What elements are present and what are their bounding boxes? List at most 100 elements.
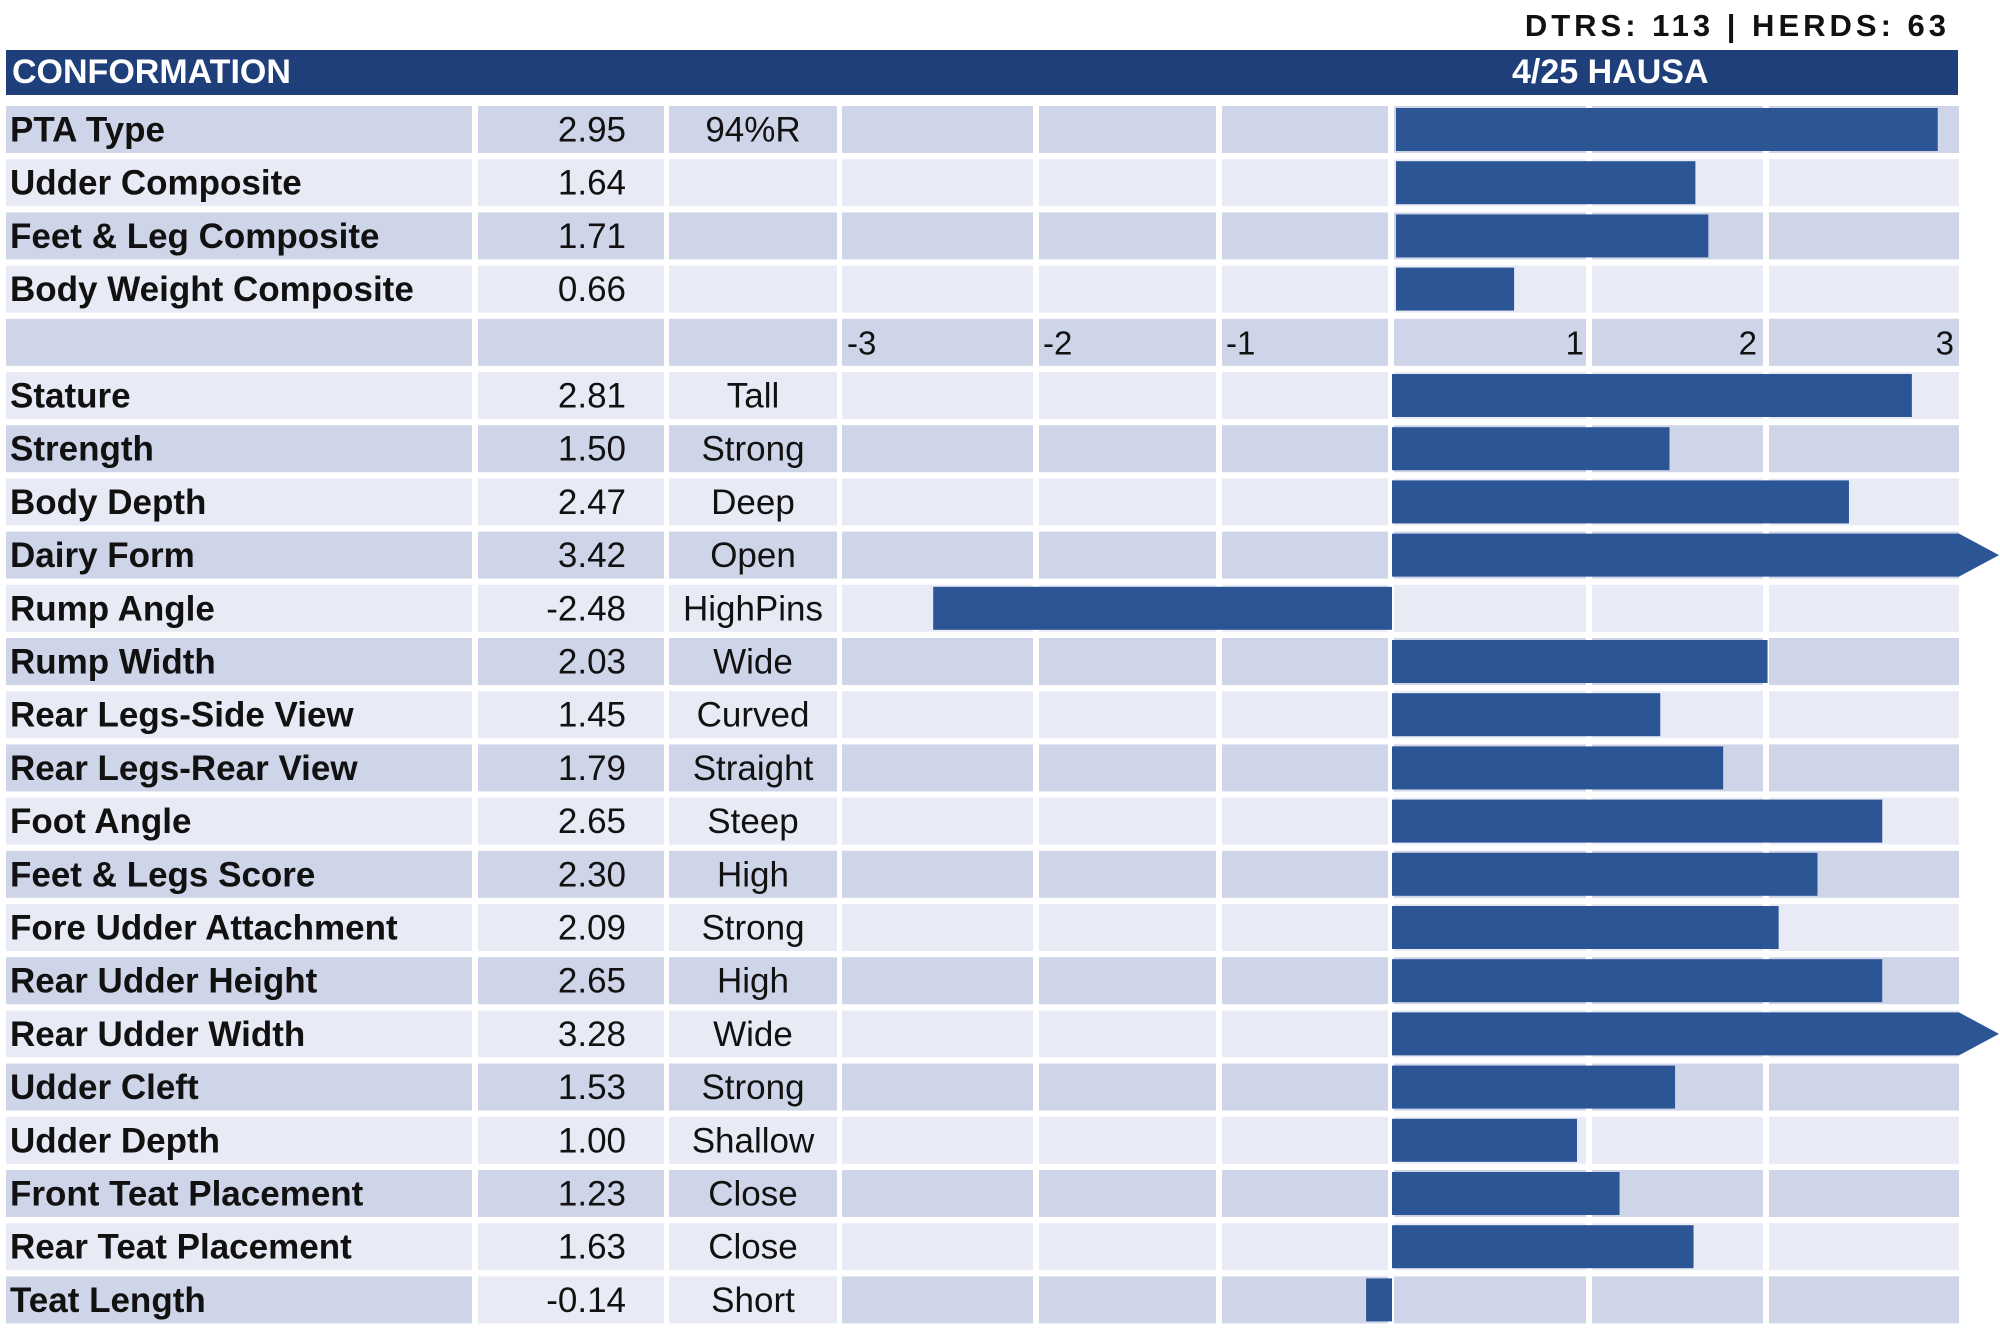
trait-label: Feet & Leg Composite bbox=[10, 217, 379, 256]
trait-label: Front Teat Placement bbox=[10, 1175, 364, 1214]
pta-bar bbox=[1392, 640, 1768, 683]
axis-cell bbox=[842, 425, 1033, 473]
trait-label: Fore Udder Attachment bbox=[10, 909, 398, 948]
pta-value: 3.28 bbox=[558, 1015, 626, 1054]
trait-descriptor: Deep bbox=[711, 483, 795, 522]
trait-label: Rear Teat Placement bbox=[10, 1228, 352, 1267]
trait-descriptor: Curved bbox=[697, 696, 810, 735]
label-cell bbox=[6, 957, 472, 1005]
trait-descriptor: Strong bbox=[701, 430, 804, 469]
trait-label: Rump Width bbox=[10, 643, 216, 682]
axis-cell bbox=[1039, 425, 1216, 473]
value-cell bbox=[478, 904, 664, 951]
axis-cell bbox=[1222, 1116, 1388, 1164]
pta-bar bbox=[1392, 1172, 1620, 1215]
x-tick-label: 1 bbox=[1566, 324, 1584, 361]
label-cell bbox=[6, 1063, 472, 1111]
axis-cell bbox=[1222, 425, 1388, 473]
label-cell bbox=[6, 318, 472, 366]
axis-cell bbox=[1039, 744, 1216, 792]
trait-label: Dairy Form bbox=[10, 536, 195, 575]
desc-cell bbox=[669, 797, 837, 845]
trait-label: Stature bbox=[10, 377, 131, 416]
trait-descriptor: Close bbox=[708, 1228, 797, 1267]
pta-value: 2.03 bbox=[558, 643, 626, 682]
label-cell bbox=[6, 1116, 472, 1164]
label-cell bbox=[6, 744, 472, 792]
axis-cell bbox=[842, 744, 1033, 792]
axis-cell bbox=[842, 797, 1033, 845]
value-cell bbox=[478, 957, 664, 1005]
desc-cell bbox=[669, 106, 837, 153]
desc-cell bbox=[669, 478, 837, 526]
axis-cell bbox=[842, 265, 1033, 313]
axis-cell bbox=[1769, 1170, 1959, 1217]
trait-label: Udder Cleft bbox=[10, 1068, 199, 1107]
axis-cell bbox=[1222, 850, 1388, 898]
desc-cell bbox=[669, 425, 837, 473]
axis-cell bbox=[842, 212, 1033, 260]
axis-cell bbox=[1394, 318, 1586, 366]
value-cell bbox=[478, 744, 664, 792]
pta-value: -0.14 bbox=[546, 1281, 626, 1320]
axis-cell bbox=[1769, 212, 1959, 260]
axis-cell bbox=[1222, 212, 1388, 260]
axis-cell bbox=[1222, 1223, 1388, 1271]
axis-cell bbox=[1769, 1223, 1959, 1271]
axis-cell bbox=[1222, 1170, 1388, 1217]
pta-value: 1.64 bbox=[558, 164, 626, 203]
axis-cell bbox=[1222, 797, 1388, 845]
value-cell bbox=[478, 1170, 664, 1217]
trait-descriptor: Open bbox=[710, 536, 796, 575]
trait-label: PTA Type bbox=[10, 111, 165, 150]
axis-cell bbox=[1039, 904, 1216, 951]
desc-cell bbox=[669, 1063, 837, 1111]
axis-cell bbox=[1039, 372, 1216, 419]
axis-cell bbox=[1222, 106, 1388, 153]
value-cell bbox=[478, 638, 664, 685]
axis-cell bbox=[842, 691, 1033, 739]
axis-cell bbox=[1039, 957, 1216, 1005]
axis-cell bbox=[842, 638, 1033, 685]
axis-cell bbox=[1222, 1063, 1388, 1111]
label-cell bbox=[6, 159, 472, 207]
axis-cell bbox=[1222, 531, 1388, 579]
axis-cell bbox=[1039, 1223, 1216, 1271]
x-tick-label: -2 bbox=[1043, 324, 1072, 361]
axis-cell bbox=[1222, 265, 1388, 313]
axis-cell bbox=[1039, 318, 1216, 366]
axis-cell bbox=[1222, 691, 1388, 739]
trait-row bbox=[6, 1170, 1959, 1217]
label-cell bbox=[6, 584, 472, 632]
value-cell bbox=[478, 1223, 664, 1271]
value-cell bbox=[478, 850, 664, 898]
axis-cell bbox=[1222, 638, 1388, 685]
section-header-bar: CONFORMATION 4/25 HAUSA bbox=[6, 50, 1958, 95]
axis-cell bbox=[1769, 265, 1959, 313]
trait-label: Rump Angle bbox=[10, 589, 215, 628]
axis-cell bbox=[842, 318, 1033, 366]
pta-bar bbox=[1392, 746, 1724, 790]
axis-cell bbox=[842, 1010, 1033, 1058]
trait-label: Rear Legs-Rear View bbox=[10, 749, 358, 788]
axis-cell bbox=[1769, 318, 1959, 366]
pta-bar bbox=[933, 586, 1392, 630]
trait-label: Body Weight Composite bbox=[10, 270, 414, 309]
axis-cell bbox=[1592, 1170, 1763, 1217]
axis-cell bbox=[1769, 691, 1959, 739]
label-cell bbox=[6, 1170, 472, 1217]
desc-cell bbox=[669, 1276, 837, 1324]
pta-value: 1.71 bbox=[558, 217, 626, 256]
trait-descriptor: Short bbox=[711, 1281, 795, 1320]
desc-cell bbox=[669, 850, 837, 898]
axis-cell bbox=[1394, 1276, 1586, 1324]
trait-row bbox=[6, 1116, 1959, 1164]
pta-bar bbox=[1392, 906, 1779, 949]
pta-value: 2.65 bbox=[558, 962, 626, 1001]
axis-cell bbox=[842, 106, 1033, 153]
axis-cell bbox=[1039, 797, 1216, 845]
value-cell bbox=[478, 691, 664, 739]
axis-cell bbox=[1769, 584, 1959, 632]
trait-descriptor: Strong bbox=[701, 1068, 804, 1107]
axis-cell bbox=[1592, 265, 1763, 313]
